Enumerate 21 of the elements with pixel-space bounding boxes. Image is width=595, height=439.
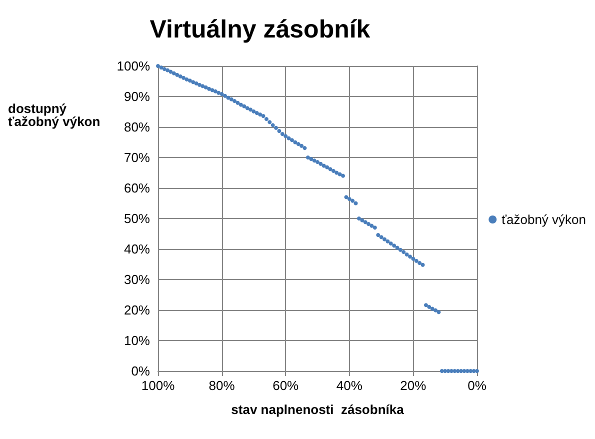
x-tick-label: 100% bbox=[141, 378, 176, 393]
y-tick-label: 40% bbox=[124, 242, 150, 256]
y-tick-label: 90% bbox=[124, 89, 150, 104]
legend-label: ťažobný výkon bbox=[502, 212, 586, 227]
y-tick-label: 30% bbox=[124, 272, 150, 287]
chart-title: Virtuálny zásobník bbox=[150, 16, 370, 44]
y-tick-label: 50% bbox=[124, 211, 150, 226]
x-tick-label: 0% bbox=[468, 378, 487, 393]
y-tick-label: 80% bbox=[124, 120, 150, 134]
y-tick-label: 20% bbox=[124, 302, 150, 318]
x-axis-title: stav naplnenosti zásobníka bbox=[231, 402, 405, 417]
x-tick-label: 20% bbox=[400, 378, 427, 393]
y-tick-label: 10% bbox=[124, 333, 150, 348]
x-tick-label: 60% bbox=[272, 378, 300, 393]
x-tick-label: 80% bbox=[208, 378, 236, 393]
y-axis-title: dostupný ťažobný výkon bbox=[8, 101, 100, 129]
y-tick-label: 60% bbox=[124, 180, 150, 196]
x-tick-label: 40% bbox=[336, 378, 363, 393]
y-tick-label: 0% bbox=[131, 364, 150, 378]
y-tick-label: 100% bbox=[116, 58, 150, 74]
y-tick-label: 70% bbox=[124, 150, 150, 165]
